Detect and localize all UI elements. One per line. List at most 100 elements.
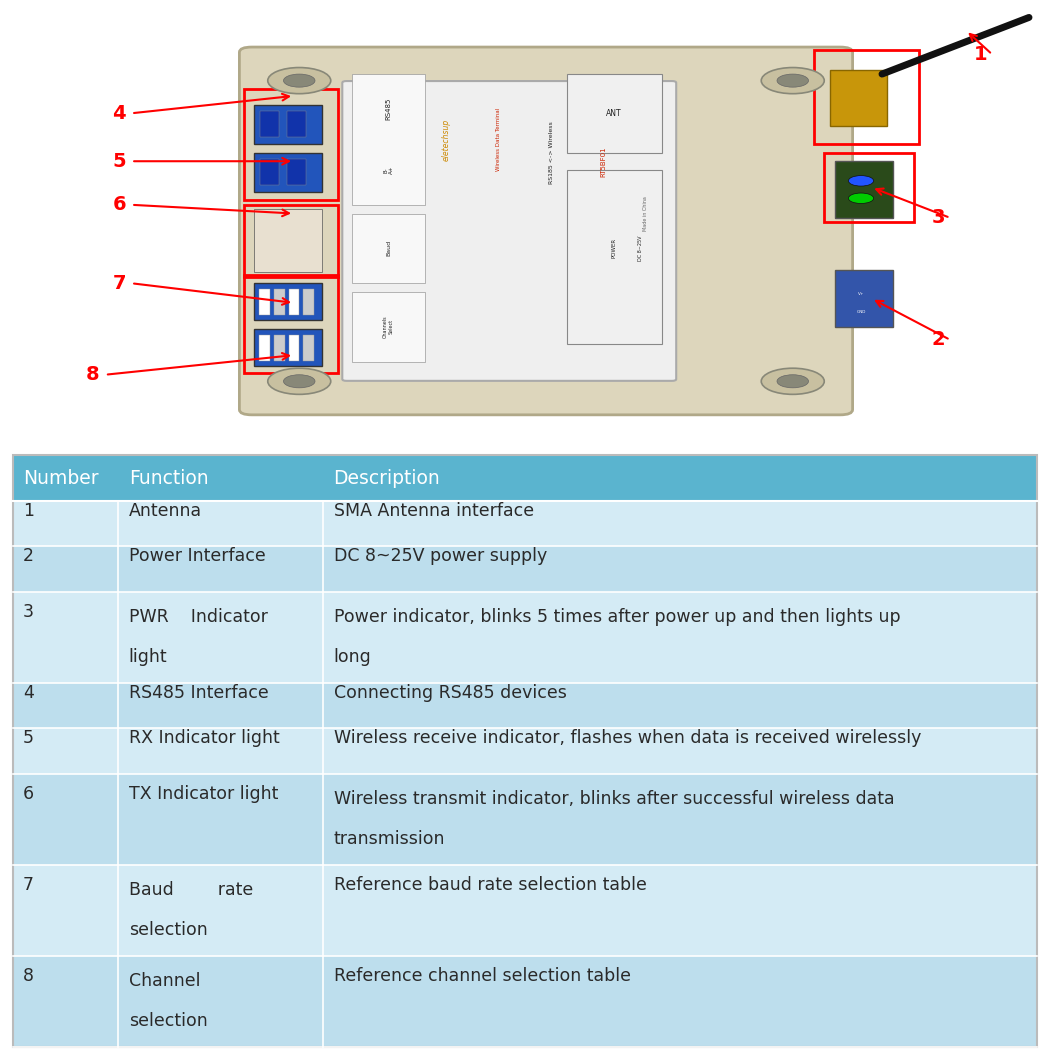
Text: PWR    Indicator: PWR Indicator xyxy=(129,608,268,627)
Bar xyxy=(119,956,323,1047)
Text: Baud        rate: Baud rate xyxy=(129,881,253,900)
FancyBboxPatch shape xyxy=(239,47,853,415)
Text: RS485: RS485 xyxy=(385,98,392,120)
Text: selection: selection xyxy=(129,922,208,940)
Text: GND: GND xyxy=(857,310,865,314)
Circle shape xyxy=(848,175,874,186)
Text: SMA Antenna interface: SMA Antenna interface xyxy=(334,502,533,520)
Text: eletechsup: eletechsup xyxy=(442,119,450,161)
Bar xyxy=(13,592,119,682)
Bar xyxy=(119,546,323,592)
Bar xyxy=(254,329,322,366)
FancyBboxPatch shape xyxy=(342,81,676,381)
Bar xyxy=(119,682,323,729)
Bar xyxy=(13,501,119,546)
Text: long: long xyxy=(334,649,372,667)
Bar xyxy=(274,289,285,315)
Text: 2: 2 xyxy=(931,331,945,350)
Text: 4: 4 xyxy=(23,684,34,701)
Bar xyxy=(119,501,323,546)
Bar xyxy=(254,105,322,144)
Bar xyxy=(289,289,299,315)
Bar xyxy=(323,865,1037,956)
Bar xyxy=(814,50,919,144)
Text: Channel: Channel xyxy=(129,972,201,990)
Text: 4: 4 xyxy=(112,104,126,123)
Circle shape xyxy=(761,67,824,93)
Bar xyxy=(259,335,270,361)
Text: 7: 7 xyxy=(112,274,126,293)
Text: Wireless receive indicator, flashes when data is received wirelessly: Wireless receive indicator, flashes when… xyxy=(334,730,921,748)
Bar xyxy=(254,209,322,272)
Text: Reference channel selection table: Reference channel selection table xyxy=(334,967,631,985)
Text: POWER: POWER xyxy=(612,238,616,258)
Bar xyxy=(352,75,425,205)
Circle shape xyxy=(259,247,297,262)
Bar xyxy=(824,152,914,223)
Bar xyxy=(259,289,270,315)
Circle shape xyxy=(259,212,297,228)
Bar xyxy=(287,159,306,185)
Text: 5: 5 xyxy=(112,152,126,171)
Bar xyxy=(13,774,119,865)
Bar xyxy=(303,335,314,361)
Text: TX Indicator light: TX Indicator light xyxy=(129,785,278,803)
Text: RT5BF01: RT5BF01 xyxy=(601,146,607,176)
Bar xyxy=(352,213,425,284)
Text: ANT: ANT xyxy=(607,109,622,118)
Bar xyxy=(119,774,323,865)
Circle shape xyxy=(268,369,331,395)
Text: Channels
Select: Channels Select xyxy=(383,315,394,338)
Text: Power indicator, blinks 5 times after power up and then lights up: Power indicator, blinks 5 times after po… xyxy=(334,608,900,627)
Text: 6: 6 xyxy=(23,785,35,803)
Bar xyxy=(254,152,322,192)
Text: 1: 1 xyxy=(973,45,987,64)
Text: RS185 <-> Wireless: RS185 <-> Wireless xyxy=(549,121,553,184)
Bar xyxy=(835,270,892,327)
Bar xyxy=(13,865,119,956)
Text: Connecting RS485 devices: Connecting RS485 devices xyxy=(334,684,567,701)
Bar xyxy=(13,456,119,501)
Circle shape xyxy=(777,375,808,387)
Text: DC 8~25V power supply: DC 8~25V power supply xyxy=(334,547,547,565)
Text: Function: Function xyxy=(129,468,208,487)
Bar xyxy=(323,592,1037,682)
Text: Description: Description xyxy=(334,468,440,487)
Bar xyxy=(260,159,279,185)
Bar xyxy=(835,162,892,218)
Bar xyxy=(303,289,314,315)
Text: 6: 6 xyxy=(112,195,126,214)
Text: Number: Number xyxy=(23,468,99,487)
Bar xyxy=(323,956,1037,1047)
Text: Made in China: Made in China xyxy=(644,196,648,231)
Bar xyxy=(289,335,299,361)
Text: 7: 7 xyxy=(23,876,34,894)
Text: B-
A+: B- A+ xyxy=(383,166,394,174)
Bar xyxy=(323,546,1037,592)
Text: 2: 2 xyxy=(23,547,34,565)
Text: 1: 1 xyxy=(23,502,34,520)
Bar xyxy=(13,682,119,729)
Circle shape xyxy=(284,75,315,87)
Bar xyxy=(13,956,119,1047)
Text: Power Interface: Power Interface xyxy=(129,547,266,565)
Circle shape xyxy=(268,67,331,93)
Bar xyxy=(830,69,887,126)
Bar xyxy=(287,111,306,138)
Text: 3: 3 xyxy=(23,603,34,621)
Circle shape xyxy=(761,369,824,395)
Text: RS485 Interface: RS485 Interface xyxy=(129,684,269,701)
Bar xyxy=(244,205,338,277)
Bar xyxy=(260,111,279,138)
Text: transmission: transmission xyxy=(334,831,445,848)
Text: 3: 3 xyxy=(931,208,945,228)
Bar xyxy=(119,456,323,501)
Text: RX Indicator light: RX Indicator light xyxy=(129,730,279,748)
Bar xyxy=(567,170,662,344)
Text: Wireless transmit indicator, blinks after successful wireless data: Wireless transmit indicator, blinks afte… xyxy=(334,791,895,808)
Text: Reference baud rate selection table: Reference baud rate selection table xyxy=(334,876,647,894)
Bar xyxy=(244,274,338,373)
Text: 8: 8 xyxy=(23,967,34,985)
Bar xyxy=(323,774,1037,865)
Text: 5: 5 xyxy=(23,730,34,748)
